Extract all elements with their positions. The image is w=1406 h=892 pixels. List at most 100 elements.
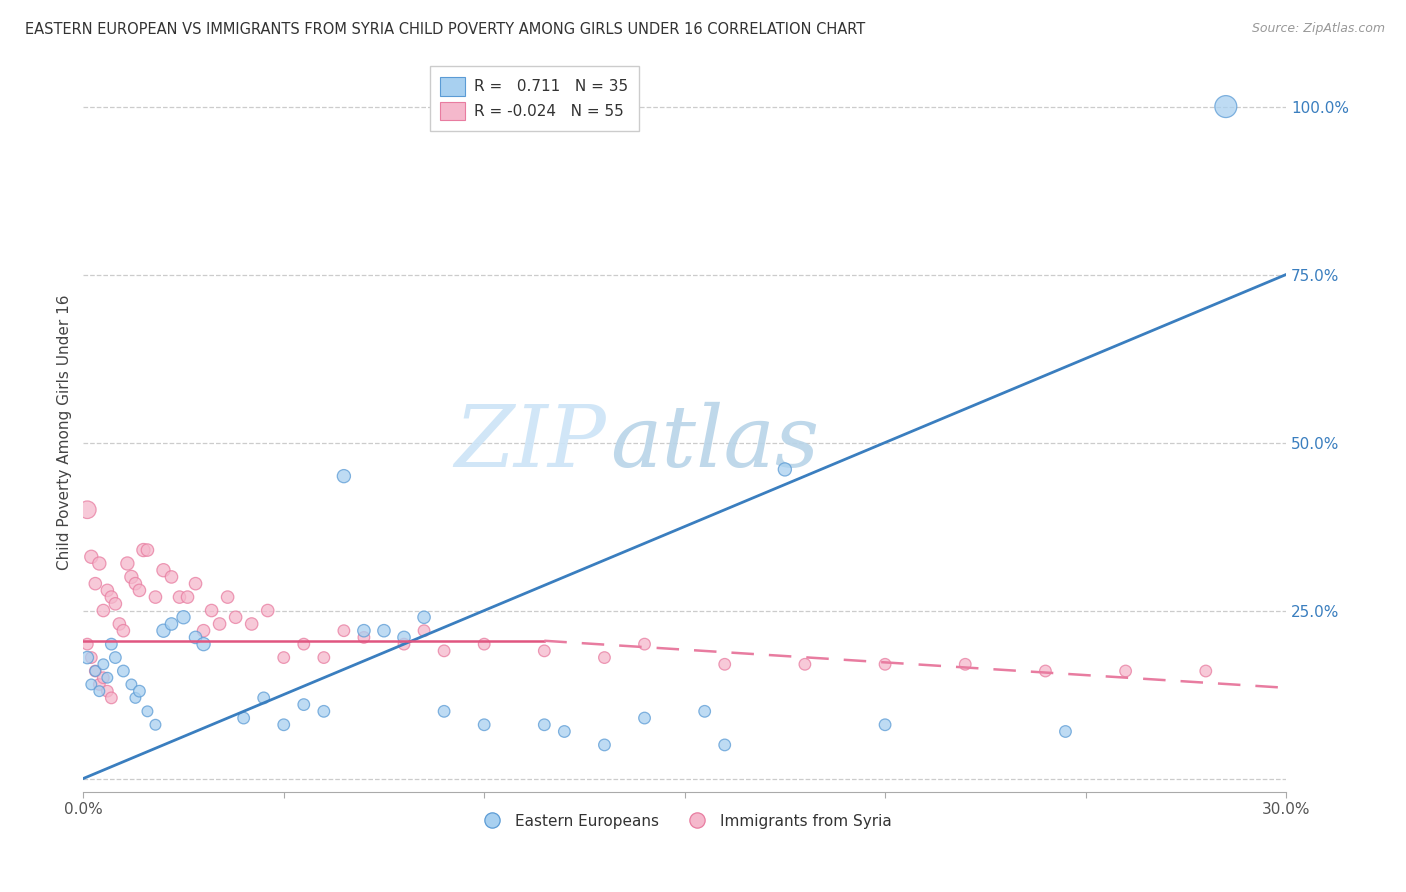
Point — [120, 677, 142, 691]
Point — [184, 576, 207, 591]
Point — [240, 617, 263, 632]
Point — [433, 704, 456, 718]
Point — [193, 637, 215, 651]
Point — [80, 650, 103, 665]
Point — [91, 671, 114, 685]
Point — [136, 543, 159, 558]
Point — [553, 724, 575, 739]
Point — [124, 576, 146, 591]
Point — [80, 549, 103, 564]
Point — [169, 590, 191, 604]
Point — [80, 677, 103, 691]
Point — [333, 624, 356, 638]
Point — [713, 657, 735, 672]
Point — [713, 738, 735, 752]
Point — [84, 576, 107, 591]
Point — [1195, 664, 1218, 678]
Point — [76, 637, 98, 651]
Point — [100, 637, 122, 651]
Point — [96, 671, 118, 685]
Point — [533, 644, 555, 658]
Point — [1115, 664, 1137, 678]
Point — [292, 637, 315, 651]
Point — [152, 624, 174, 638]
Point — [76, 502, 98, 516]
Point — [160, 617, 183, 632]
Point — [472, 718, 495, 732]
Point — [91, 603, 114, 617]
Point — [225, 610, 247, 624]
Point — [184, 631, 207, 645]
Text: ZIP: ZIP — [454, 402, 606, 484]
Point — [176, 590, 198, 604]
Point — [373, 624, 395, 638]
Point — [472, 637, 495, 651]
Point — [873, 718, 896, 732]
Point — [112, 624, 135, 638]
Point — [793, 657, 815, 672]
Point — [433, 644, 456, 658]
Point — [273, 718, 295, 732]
Point — [112, 664, 135, 678]
Point — [312, 704, 335, 718]
Point — [160, 570, 183, 584]
Point — [217, 590, 239, 604]
Point — [253, 690, 276, 705]
Point — [292, 698, 315, 712]
Point — [1215, 99, 1237, 113]
Point — [693, 704, 716, 718]
Point — [128, 583, 150, 598]
Point — [84, 664, 107, 678]
Point — [593, 650, 616, 665]
Point — [124, 690, 146, 705]
Point — [200, 603, 222, 617]
Point — [353, 631, 375, 645]
Point — [96, 583, 118, 598]
Legend: Eastern Europeans, Immigrants from Syria: Eastern Europeans, Immigrants from Syria — [471, 807, 898, 835]
Point — [117, 557, 139, 571]
Point — [232, 711, 254, 725]
Point — [193, 624, 215, 638]
Point — [312, 650, 335, 665]
Point — [132, 543, 155, 558]
Point — [873, 657, 896, 672]
Text: EASTERN EUROPEAN VS IMMIGRANTS FROM SYRIA CHILD POVERTY AMONG GIRLS UNDER 16 COR: EASTERN EUROPEAN VS IMMIGRANTS FROM SYRI… — [25, 22, 866, 37]
Point — [100, 590, 122, 604]
Y-axis label: Child Poverty Among Girls Under 16: Child Poverty Among Girls Under 16 — [58, 294, 72, 570]
Point — [173, 610, 195, 624]
Point — [333, 469, 356, 483]
Point — [413, 624, 436, 638]
Point — [256, 603, 278, 617]
Point — [128, 684, 150, 698]
Point — [136, 704, 159, 718]
Point — [1035, 664, 1057, 678]
Point — [773, 462, 796, 476]
Point — [533, 718, 555, 732]
Point — [84, 664, 107, 678]
Text: atlas: atlas — [610, 402, 820, 484]
Point — [633, 637, 655, 651]
Text: Source: ZipAtlas.com: Source: ZipAtlas.com — [1251, 22, 1385, 36]
Point — [145, 590, 167, 604]
Point — [89, 684, 111, 698]
Point — [104, 650, 127, 665]
Point — [208, 617, 231, 632]
Point — [593, 738, 616, 752]
Point — [1054, 724, 1077, 739]
Point — [152, 563, 174, 577]
Point — [955, 657, 977, 672]
Point — [76, 650, 98, 665]
Point — [104, 597, 127, 611]
Point — [120, 570, 142, 584]
Point — [91, 657, 114, 672]
Point — [96, 684, 118, 698]
Point — [100, 690, 122, 705]
Point — [108, 617, 131, 632]
Point — [273, 650, 295, 665]
Point — [392, 631, 415, 645]
Point — [392, 637, 415, 651]
Point — [633, 711, 655, 725]
Point — [145, 718, 167, 732]
Point — [89, 557, 111, 571]
Point — [413, 610, 436, 624]
